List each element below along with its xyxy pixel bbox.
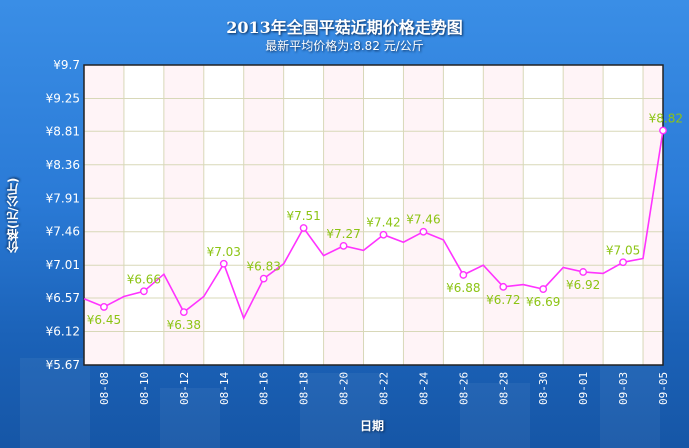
price-line (83, 130, 664, 321)
y-tick-label: ¥8.81 (46, 124, 80, 138)
data-point-label: ¥6.69 (526, 295, 560, 309)
plot-band (563, 65, 604, 365)
y-tick-label: ¥9.25 (46, 91, 80, 105)
data-point-label: ¥6.38 (167, 318, 201, 332)
y-tick-label: ¥6.12 (46, 325, 80, 339)
y-tick-label: ¥7.46 (46, 225, 80, 239)
data-point-marker (179, 308, 188, 317)
decorative-bar (20, 358, 90, 448)
y-tick-label: ¥8.36 (46, 158, 80, 172)
data-point-marker (259, 274, 268, 283)
y-tick-label: ¥9.7 (53, 58, 80, 72)
data-point-label: ¥6.83 (247, 260, 281, 274)
chart-title: 2013年全国平菇近期价格走势图 (226, 18, 463, 37)
x-tick-label: 08-30 (537, 372, 550, 405)
data-point-label: ¥6.45 (87, 313, 121, 327)
data-point-marker (139, 287, 148, 296)
plot-band (643, 65, 663, 365)
data-point-marker (379, 230, 388, 239)
data-point-label: ¥7.27 (326, 227, 360, 241)
data-point-label: ¥7.46 (406, 213, 440, 227)
plot-band (243, 65, 284, 365)
chart-subtitle: 最新平均价格为:8.82 元/公斤 (265, 39, 424, 53)
y-tick-label: ¥7.01 (46, 258, 80, 272)
x-tick-label: 08-08 (98, 372, 111, 405)
data-point-label: ¥6.88 (446, 281, 480, 295)
data-point-label: ¥7.42 (366, 216, 400, 230)
data-point-label: ¥6.66 (127, 272, 161, 286)
data-point-marker (299, 224, 308, 232)
x-tick-label: 08-14 (218, 372, 231, 405)
x-tick-label: 08-16 (258, 372, 271, 405)
data-point-marker (419, 227, 428, 236)
y-tick-label: ¥6.57 (46, 291, 80, 305)
x-axis-title: 日期 (360, 419, 385, 433)
data-point-marker (219, 259, 228, 268)
data-point-marker (499, 282, 508, 291)
x-tick-label: 08-10 (138, 372, 151, 405)
decorative-bar (460, 383, 530, 448)
x-tick-label: 08-28 (497, 372, 510, 405)
x-tick-label: 08-12 (178, 372, 191, 405)
data-point-marker (619, 258, 627, 267)
x-tick-label: 08-18 (298, 372, 311, 405)
plot-band (403, 65, 444, 365)
data-point-label: ¥6.92 (566, 278, 600, 292)
data-point-label: ¥7.05 (606, 243, 640, 257)
data-point-marker (539, 285, 548, 293)
x-tick-label: 08-26 (457, 372, 470, 405)
x-tick-label: 09-05 (657, 372, 670, 405)
decorative-bar (160, 388, 220, 448)
data-point-label: ¥7.03 (207, 245, 241, 259)
data-point-marker (579, 268, 588, 276)
x-tick-label: 08-22 (377, 372, 390, 405)
data-point-marker (659, 126, 667, 135)
data-point-label: ¥6.72 (486, 293, 520, 307)
plot-border (83, 64, 664, 366)
decorative-bar (600, 363, 660, 448)
decorative-bar (300, 373, 380, 448)
plot-band (483, 65, 524, 365)
data-point-marker (100, 303, 108, 311)
data-point-marker (339, 241, 348, 250)
y-tick-label: ¥5.67 (46, 358, 80, 372)
plot-band (323, 65, 364, 365)
x-tick-label: 08-24 (417, 372, 430, 405)
x-tick-label: 09-03 (617, 372, 630, 405)
data-point-label: ¥8.82 (649, 112, 683, 126)
data-point-label: ¥7.51 (286, 209, 320, 223)
x-tick-label: 08-20 (338, 372, 351, 405)
y-tick-label: ¥7.91 (46, 191, 80, 205)
x-tick-label: 09-01 (577, 372, 590, 405)
plot-band (84, 65, 124, 365)
data-point-marker (459, 271, 468, 279)
